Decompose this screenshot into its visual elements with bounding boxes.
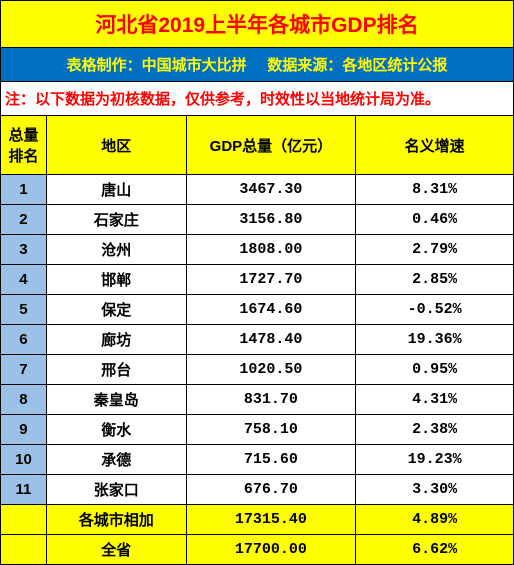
growth-cell: 2.79% [356, 235, 514, 265]
rank-cell: 11 [1, 475, 47, 505]
growth-cell: 0.95% [356, 355, 514, 385]
region-cell: 承德 [46, 445, 186, 475]
region-cell: 张家口 [46, 475, 186, 505]
gdp-cell: 1674.60 [186, 295, 356, 325]
region-cell: 全省 [46, 535, 186, 565]
credit-left: 表格制作：中国城市大比拼 [67, 57, 247, 74]
region-cell: 各城市相加 [46, 505, 186, 535]
table-row: 10承德715.6019.23% [1, 445, 514, 475]
region-cell: 唐山 [46, 175, 186, 205]
table-row: 11张家口676.703.30% [1, 475, 514, 505]
rank-cell [1, 505, 47, 535]
gdp-cell: 1808.00 [186, 235, 356, 265]
title-row: 河北省2019上半年各城市GDP排名 [1, 1, 514, 48]
growth-cell: 0.46% [356, 205, 514, 235]
credit-right: 数据来源：各地区统计公报 [267, 57, 447, 74]
header-growth: 名义增速 [356, 116, 514, 175]
gdp-cell: 17700.00 [186, 535, 356, 565]
gdp-cell: 17315.40 [186, 505, 356, 535]
header-gdp: GDP总量（亿元） [186, 116, 356, 175]
summary-row: 全省17700.006.62% [1, 535, 514, 565]
region-cell: 廊坊 [46, 325, 186, 355]
growth-cell: 4.31% [356, 385, 514, 415]
table-row: 3沧州1808.002.79% [1, 235, 514, 265]
region-cell: 石家庄 [46, 205, 186, 235]
rank-cell: 10 [1, 445, 47, 475]
rank-cell: 8 [1, 385, 47, 415]
rank-cell: 5 [1, 295, 47, 325]
gdp-ranking-table: 河北省2019上半年各城市GDP排名 表格制作：中国城市大比拼 数据来源：各地区… [0, 0, 514, 565]
region-cell: 邯郸 [46, 265, 186, 295]
rank-cell [1, 535, 47, 565]
rank-cell: 2 [1, 205, 47, 235]
table-row: 1唐山3467.308.31% [1, 175, 514, 205]
rank-cell: 4 [1, 265, 47, 295]
table-row: 5保定1674.60-0.52% [1, 295, 514, 325]
table-row: 2石家庄3156.800.46% [1, 205, 514, 235]
region-cell: 秦皇岛 [46, 385, 186, 415]
table-row: 4邯郸1727.702.85% [1, 265, 514, 295]
region-cell: 保定 [46, 295, 186, 325]
growth-cell: 19.36% [356, 325, 514, 355]
gdp-cell: 715.60 [186, 445, 356, 475]
credit-cell: 表格制作：中国城市大比拼 数据来源：各地区统计公报 [1, 48, 514, 82]
growth-cell: 4.89% [356, 505, 514, 535]
header-rank: 总量排名 [1, 116, 47, 175]
gdp-cell: 1478.40 [186, 325, 356, 355]
credit-row: 表格制作：中国城市大比拼 数据来源：各地区统计公报 [1, 48, 514, 82]
gdp-cell: 1727.70 [186, 265, 356, 295]
gdp-cell: 676.70 [186, 475, 356, 505]
growth-cell: 2.38% [356, 415, 514, 445]
growth-cell: 8.31% [356, 175, 514, 205]
gdp-cell: 3467.30 [186, 175, 356, 205]
gdp-cell: 831.70 [186, 385, 356, 415]
table-title: 河北省2019上半年各城市GDP排名 [1, 1, 514, 48]
rank-cell: 7 [1, 355, 47, 385]
header-region: 地区 [46, 116, 186, 175]
table-row: 7邢台1020.500.95% [1, 355, 514, 385]
table-row: 8秦皇岛831.704.31% [1, 385, 514, 415]
growth-cell: 6.62% [356, 535, 514, 565]
rank-cell: 1 [1, 175, 47, 205]
summary-row: 各城市相加17315.404.89% [1, 505, 514, 535]
growth-cell: 3.30% [356, 475, 514, 505]
growth-cell: -0.52% [356, 295, 514, 325]
gdp-cell: 1020.50 [186, 355, 356, 385]
rank-cell: 9 [1, 415, 47, 445]
header-row: 总量排名 地区 GDP总量（亿元） 名义增速 [1, 116, 514, 175]
region-cell: 衡水 [46, 415, 186, 445]
region-cell: 沧州 [46, 235, 186, 265]
table-row: 9衡水758.102.38% [1, 415, 514, 445]
region-cell: 邢台 [46, 355, 186, 385]
rank-cell: 3 [1, 235, 47, 265]
growth-cell: 19.23% [356, 445, 514, 475]
note-row: 注：以下数据为初核数据，仅供参考，时效性以当地统计局为准。 [1, 82, 514, 116]
gdp-cell: 758.10 [186, 415, 356, 445]
rank-cell: 6 [1, 325, 47, 355]
note-cell: 注：以下数据为初核数据，仅供参考，时效性以当地统计局为准。 [1, 82, 514, 116]
gdp-cell: 3156.80 [186, 205, 356, 235]
growth-cell: 2.85% [356, 265, 514, 295]
table-row: 6廊坊1478.4019.36% [1, 325, 514, 355]
